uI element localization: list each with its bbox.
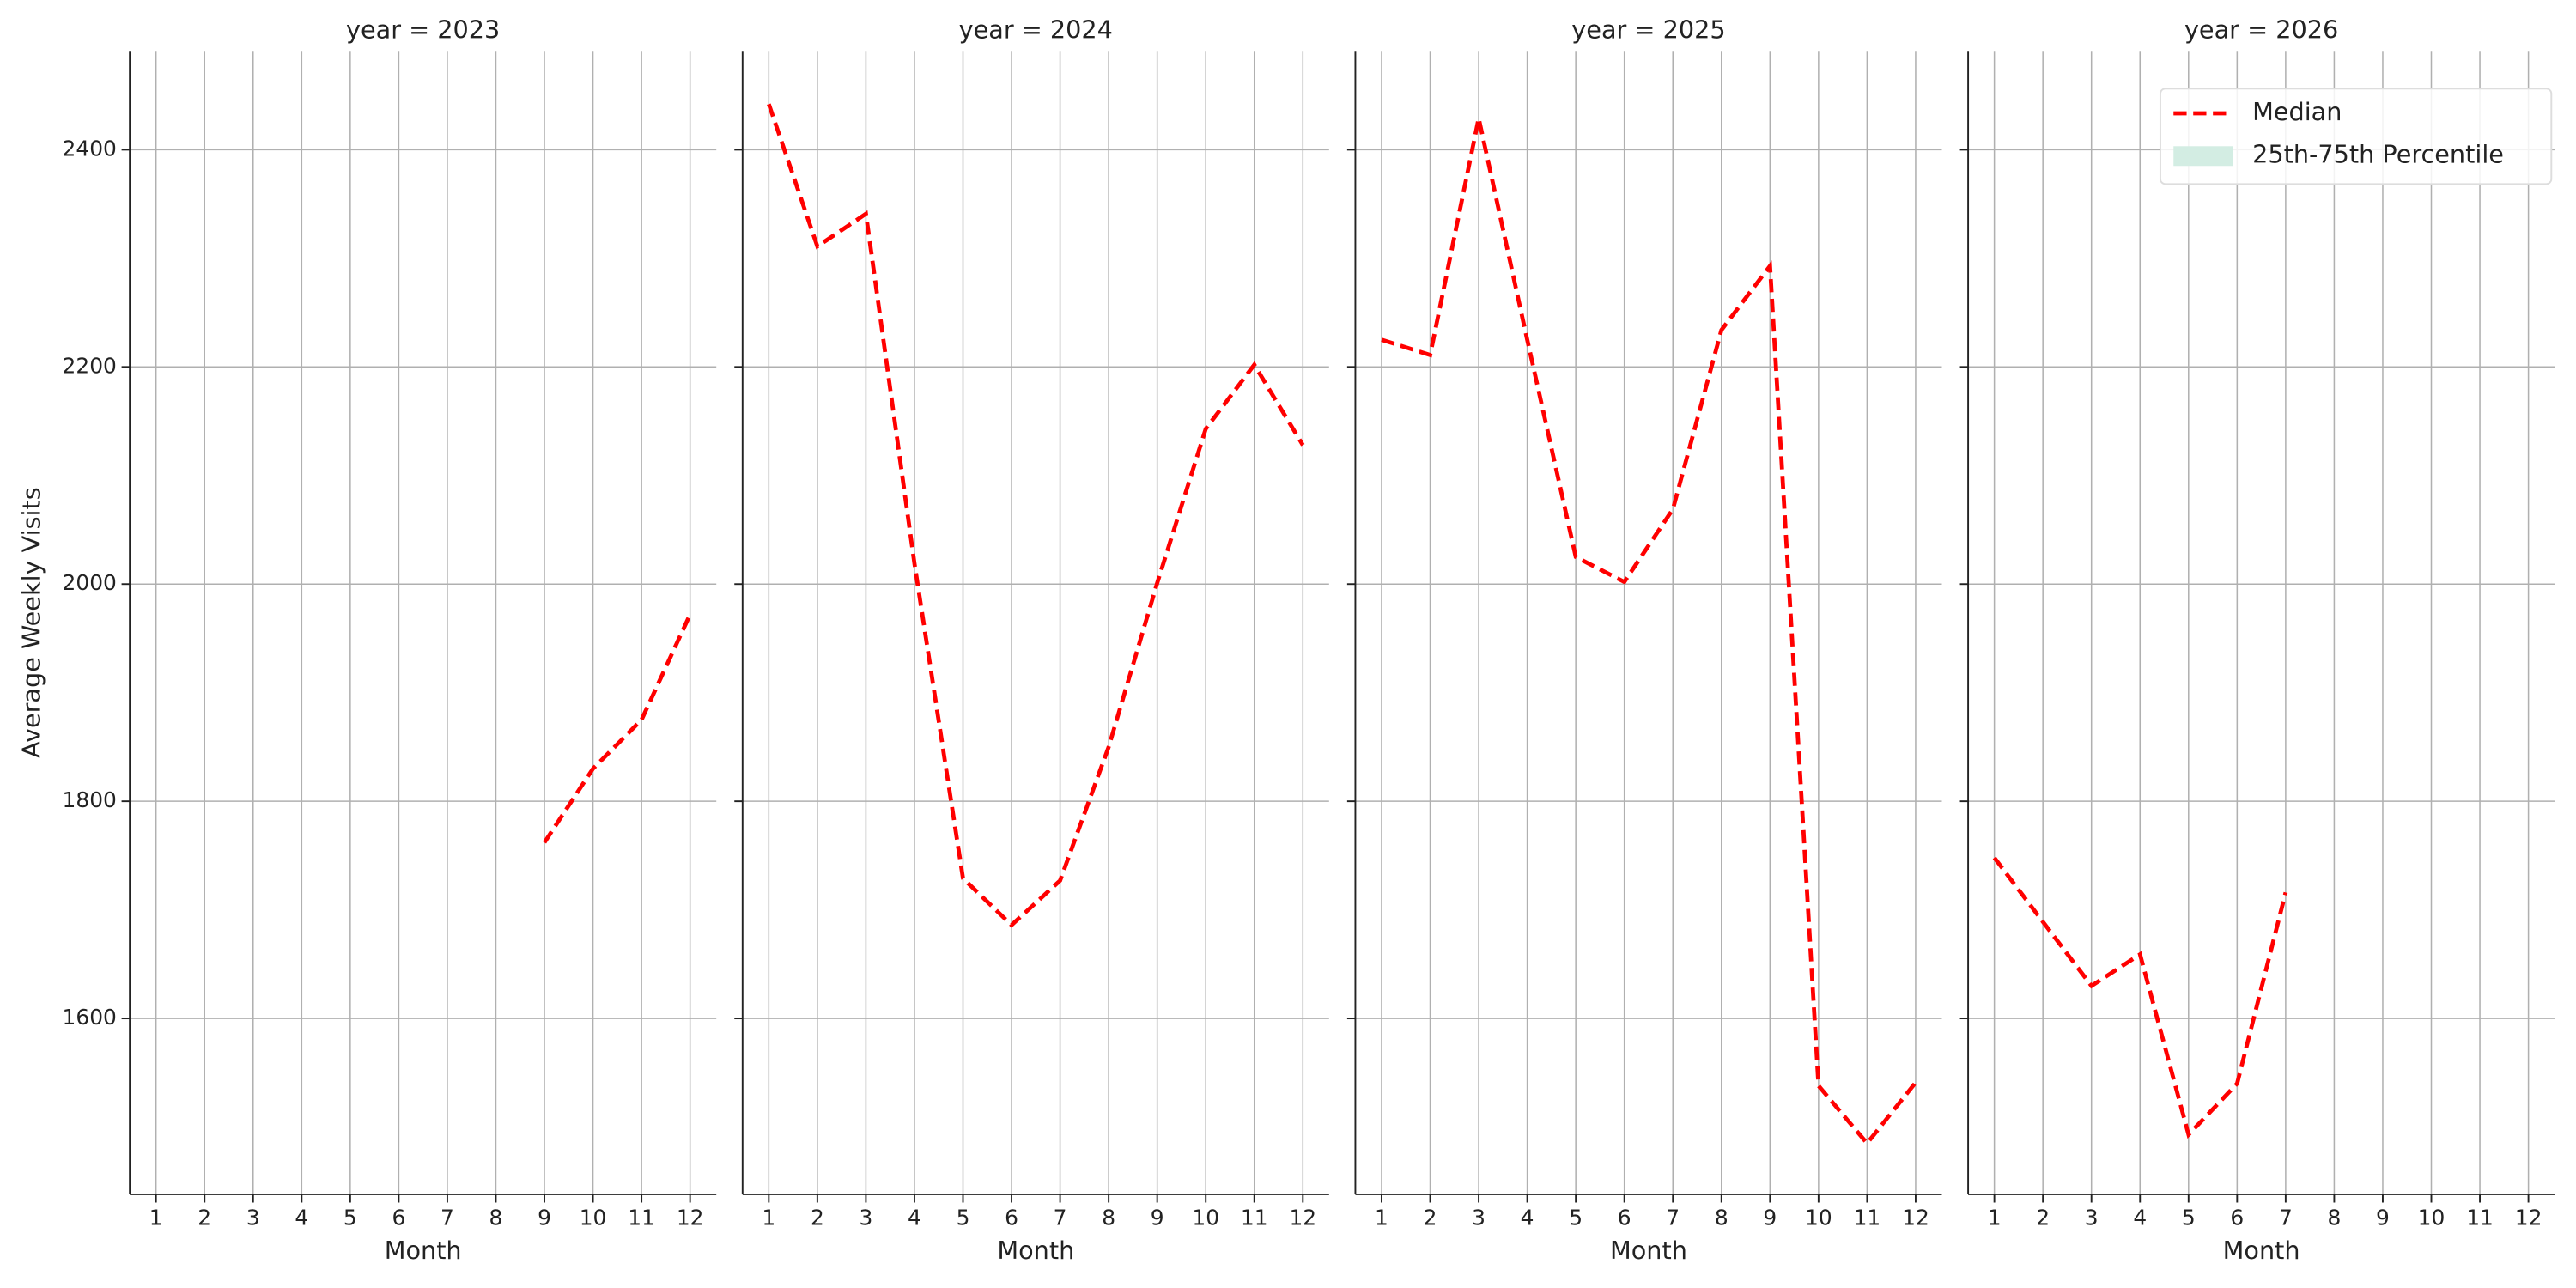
facet-title: year = 2025	[1571, 15, 1725, 44]
x-tick-label: 11	[2466, 1206, 2494, 1230]
x-tick-label: 2	[197, 1206, 211, 1230]
x-tick-label: 10	[2418, 1206, 2445, 1230]
x-tick-label: 9	[2376, 1206, 2390, 1230]
facet-title: year = 2026	[2184, 15, 2338, 44]
x-tick-label: 2	[1424, 1206, 1437, 1230]
x-tick-label: 1	[1375, 1206, 1388, 1230]
x-axis-label: Month	[385, 1236, 462, 1265]
x-tick-label: 8	[2328, 1206, 2342, 1230]
x-tick-label: 10	[580, 1206, 607, 1230]
line-series	[1381, 118, 1917, 1147]
legend-label: Median	[2252, 97, 2342, 126]
x-tick-label: 9	[1763, 1206, 1777, 1230]
x-tick-label: 12	[1902, 1206, 1929, 1230]
x-tick-label: 6	[1005, 1206, 1018, 1230]
x-tick-label: 5	[2182, 1206, 2196, 1230]
line-series	[1992, 856, 2288, 1139]
line-series	[543, 613, 692, 844]
facet-title: year = 2023	[346, 15, 500, 44]
x-axis-label: Month	[997, 1236, 1074, 1265]
x-tick-label: 6	[1618, 1206, 1631, 1230]
x-tick-label: 11	[1241, 1206, 1268, 1230]
x-tick-label: 8	[489, 1206, 503, 1230]
x-tick-label: 2	[811, 1206, 824, 1230]
x-tick-label: 5	[957, 1206, 970, 1230]
x-tick-label: 9	[538, 1206, 551, 1230]
x-tick-label: 4	[908, 1206, 921, 1230]
x-tick-label: 1	[1988, 1206, 2002, 1230]
x-tick-label: 4	[2133, 1206, 2147, 1230]
line-series	[767, 103, 1305, 928]
x-tick-label: 10	[1805, 1206, 1832, 1230]
x-axis-label: Month	[1610, 1236, 1687, 1265]
x-tick-label: 1	[762, 1206, 775, 1230]
x-tick-label: 2	[2036, 1206, 2050, 1230]
legend-swatch	[2173, 146, 2233, 167]
y-tick-label: 2200	[63, 353, 117, 378]
x-axis-label: Month	[2223, 1236, 2300, 1265]
x-tick-label: 11	[1854, 1206, 1881, 1230]
legend-label: 25th-75th Percentile	[2252, 140, 2504, 169]
y-tick-label: 1800	[63, 787, 117, 812]
x-tick-label: 12	[2515, 1206, 2543, 1230]
x-tick-label: 6	[2230, 1206, 2244, 1230]
x-tick-label: 4	[295, 1206, 308, 1230]
x-tick-label: 9	[1151, 1206, 1164, 1230]
x-tick-label: 6	[392, 1206, 405, 1230]
legend: Median 25th-75th Percentile	[2159, 88, 2553, 185]
x-tick-label: 8	[1102, 1206, 1115, 1230]
x-tick-label: 12	[1289, 1206, 1316, 1230]
x-tick-label: 7	[2279, 1206, 2293, 1230]
y-tick-label: 2000	[63, 570, 117, 595]
x-tick-label: 3	[246, 1206, 260, 1230]
facet-title: year = 2024	[959, 15, 1113, 44]
x-tick-label: 1	[149, 1206, 163, 1230]
y-tick-label: 2400	[63, 136, 117, 161]
x-tick-label: 10	[1192, 1206, 1219, 1230]
x-tick-label: 3	[860, 1206, 873, 1230]
x-tick-label: 3	[1472, 1206, 1485, 1230]
x-tick-label: 7	[1054, 1206, 1067, 1230]
x-tick-label: 7	[440, 1206, 454, 1230]
x-tick-label: 5	[1569, 1206, 1583, 1230]
x-tick-label: 11	[628, 1206, 655, 1230]
x-tick-label: 12	[677, 1206, 704, 1230]
x-tick-label: 5	[343, 1206, 357, 1230]
x-tick-label: 3	[2085, 1206, 2099, 1230]
x-tick-label: 4	[1521, 1206, 1534, 1230]
x-tick-label: 8	[1715, 1206, 1728, 1230]
x-tick-label: 7	[1666, 1206, 1680, 1230]
legend-box	[2159, 88, 2553, 185]
y-tick-label: 1600	[63, 1005, 117, 1030]
y-axis-label: Average Weekly Visits	[16, 487, 46, 758]
